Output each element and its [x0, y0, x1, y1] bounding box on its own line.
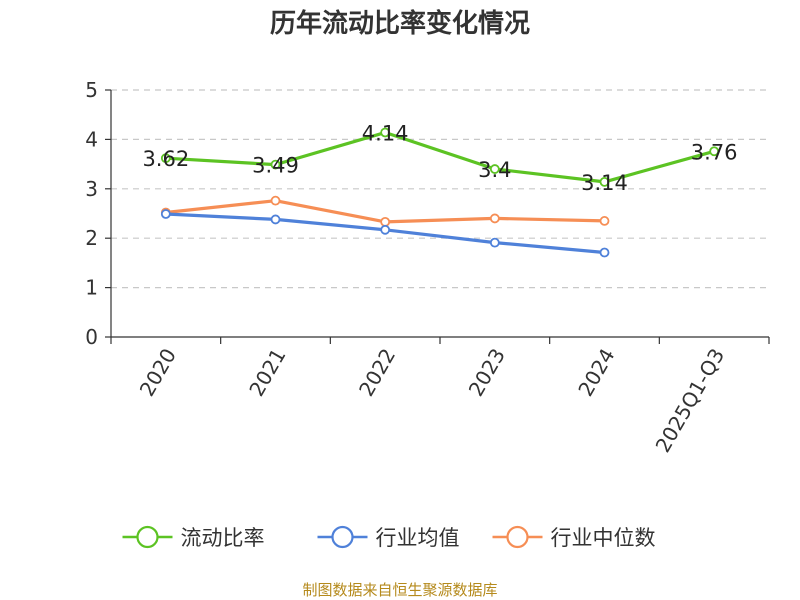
legend-item-1[interactable]: 行业均值 [317, 525, 460, 550]
legend-marker [331, 525, 354, 549]
data-point[interactable] [489, 237, 500, 248]
data-point[interactable] [599, 216, 610, 226]
legend-marker [136, 525, 159, 549]
legend[interactable]: 流动比率 行业均值 行业中位数 [122, 525, 656, 550]
legend-item-2[interactable]: 行业中位数 [492, 525, 656, 550]
data-label: 3.49 [252, 154, 299, 178]
x-tick-label: 2021 [244, 344, 290, 400]
y-tick-label: 5 [85, 78, 98, 102]
series-lines [160, 127, 720, 258]
data-label: 3.76 [691, 140, 738, 164]
data-point[interactable] [489, 164, 500, 174]
chart-title: 历年流动比率变化情况 [270, 8, 530, 39]
x-tick-label: 2025Q1-Q3 [651, 344, 730, 456]
x-tick-label: 2024 [573, 344, 619, 400]
x-tick-label: 2020 [135, 344, 181, 400]
y-tick-label: 1 [85, 276, 98, 300]
y-tick-label: 3 [85, 177, 98, 201]
y-tick-label: 4 [85, 127, 98, 151]
data-label: 3.4 [478, 158, 511, 182]
x-tick-label: 2023 [464, 344, 510, 400]
data-point[interactable] [709, 146, 720, 157]
data-point[interactable] [380, 127, 391, 138]
data-point[interactable] [160, 209, 171, 219]
y-tick-label: 0 [85, 325, 98, 349]
legend-item-0[interactable]: 流动比率 [122, 525, 265, 550]
legend-label: 流动比率 [181, 526, 265, 550]
data-label: 3.14 [581, 171, 628, 195]
data-point[interactable] [599, 247, 610, 258]
data-point[interactable] [599, 176, 610, 187]
data-point[interactable] [270, 159, 281, 170]
series-line-0 [164, 130, 716, 184]
legend-marker [506, 525, 529, 549]
data-point[interactable] [380, 216, 391, 227]
axes: 0 1 2 3 4 5 2020 2021 2022 2023 2024 2025Q1-Q3 [85, 78, 770, 457]
data-label: 4.14 [362, 121, 409, 145]
legend-label: 行业中位数 [551, 526, 656, 550]
y-tick-label: 2 [85, 226, 98, 250]
data-labels: 3.62 3.49 4.14 3.4 3.14 3.76 [142, 121, 737, 194]
x-tick-label: 2022 [354, 344, 400, 400]
data-point[interactable] [270, 214, 281, 225]
data-point[interactable] [489, 213, 500, 224]
gridlines [111, 89, 769, 289]
data-label: 3.62 [142, 147, 189, 171]
data-point[interactable] [270, 195, 281, 206]
data-point[interactable] [160, 153, 171, 164]
data-point[interactable] [380, 224, 391, 235]
legend-label: 行业均值 [376, 526, 460, 550]
source-note: 制图数据来自恒生聚源数据库 [302, 581, 497, 599]
